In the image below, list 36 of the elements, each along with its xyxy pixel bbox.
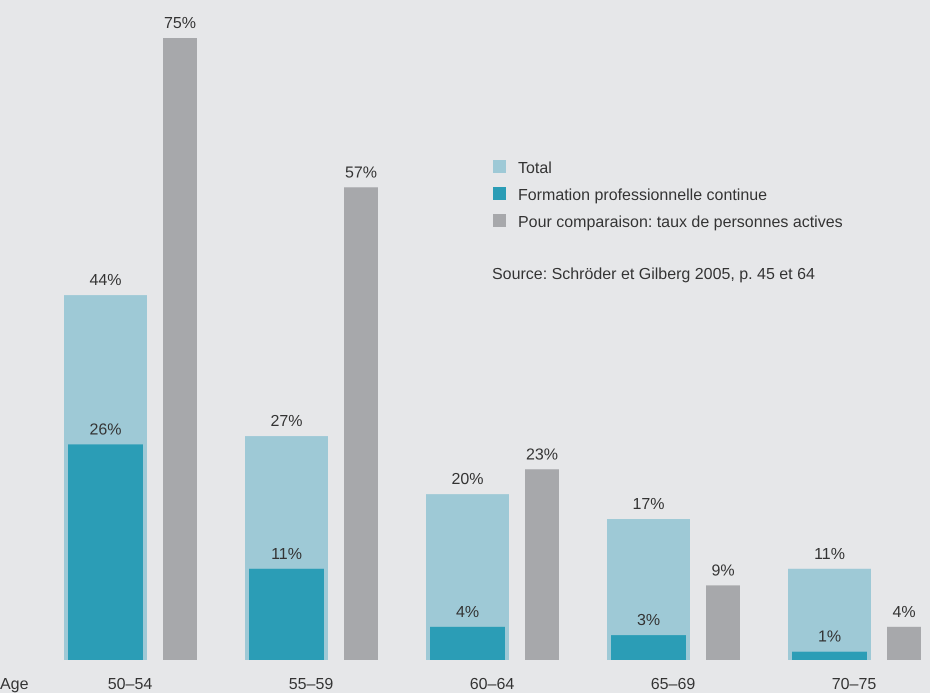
x-tick-label: 50–54 — [108, 676, 152, 693]
data-label: 1% — [818, 628, 842, 646]
data-label: 11% — [814, 546, 845, 563]
data-label: 57% — [344, 164, 378, 182]
x-tick-label: 70–75 — [832, 676, 876, 693]
x-tick-label: 60–64 — [470, 676, 514, 693]
data-label: 17% — [632, 496, 665, 514]
data-label: 75% — [164, 15, 196, 32]
data-label: 27% — [270, 413, 303, 430]
bar — [68, 444, 143, 660]
data-label: 9% — [711, 562, 735, 580]
bar — [525, 469, 559, 660]
legend-label: Total — [518, 160, 552, 177]
legend-label: Formation professionnelle continue — [518, 187, 768, 204]
bar — [249, 568, 324, 660]
legend-label: Pour comparaison: taux de personnes actives — [518, 214, 843, 231]
data-label: 4% — [892, 604, 916, 621]
bar — [792, 652, 867, 660]
x-tick-label: 55–59 — [288, 676, 334, 693]
x-axis-title: Age — [0, 676, 29, 693]
bar — [344, 187, 378, 660]
annotation: Source: Schröder et Gilberg 2005, p. 45 et 64 — [492, 266, 815, 283]
data-label: 26% — [89, 421, 122, 438]
bar — [430, 626, 505, 660]
data-label: 20% — [451, 471, 484, 488]
data-label: 3% — [636, 612, 660, 630]
data-label: 23% — [526, 446, 558, 464]
bar — [163, 38, 197, 660]
bar — [706, 585, 740, 660]
bar — [788, 568, 871, 660]
x-tick-label: 65–69 — [650, 676, 696, 693]
data-label: 4% — [456, 604, 480, 621]
bar — [887, 626, 921, 660]
bar — [611, 635, 686, 660]
data-label: 44% — [89, 272, 122, 290]
data-label: 11% — [271, 546, 302, 563]
